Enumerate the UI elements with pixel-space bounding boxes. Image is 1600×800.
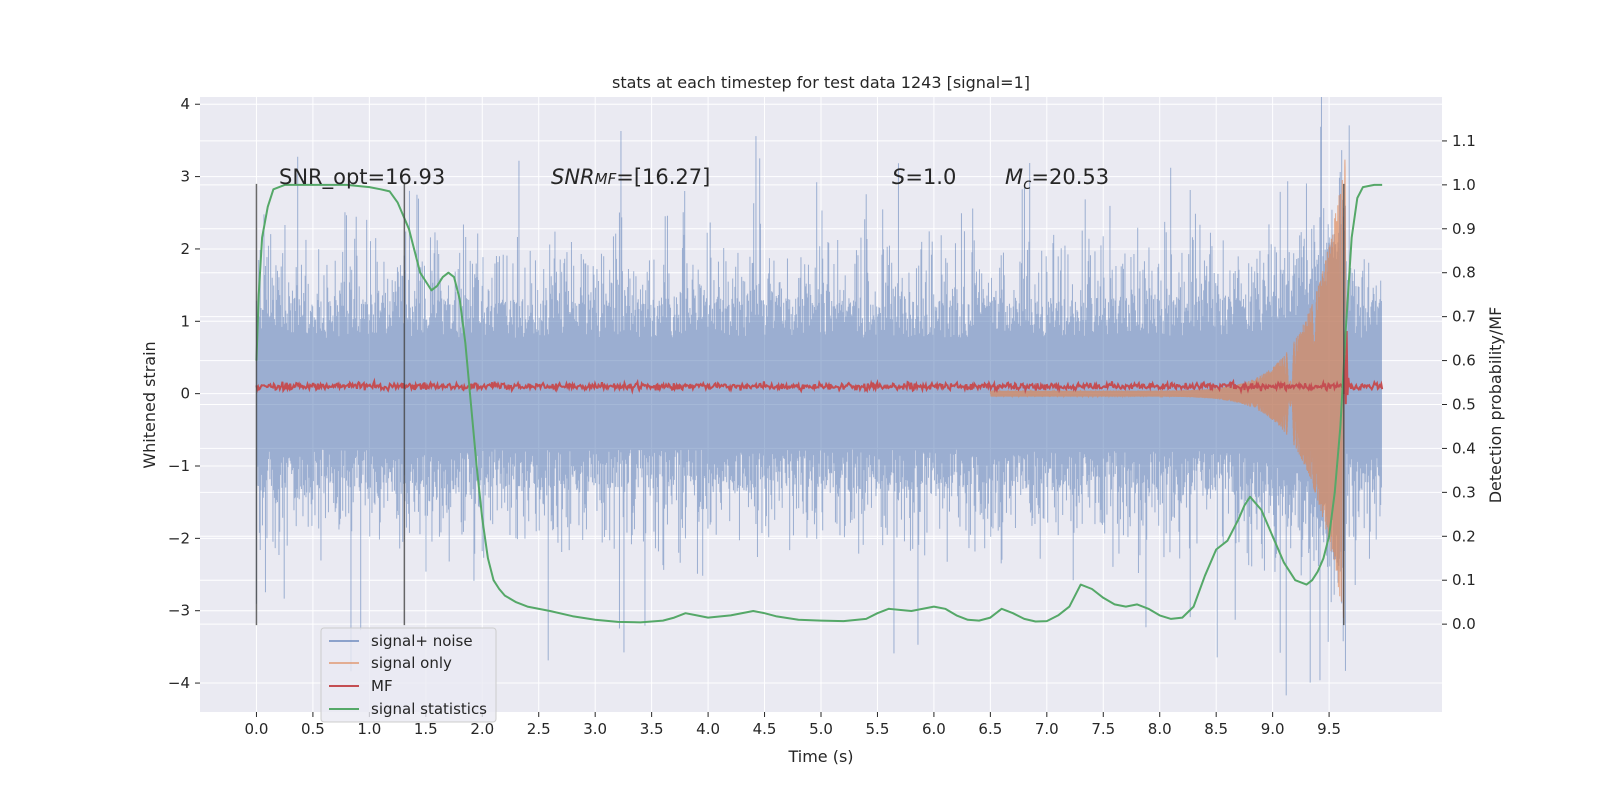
- y-right-tick-label: 0.0: [1452, 615, 1476, 633]
- legend: signal+ noise signal only MF signal stat…: [320, 627, 497, 723]
- x-tick-label: 2.5: [527, 720, 551, 738]
- annotation-snr-opt: SNR_opt=16.93: [279, 165, 445, 190]
- annotation-s-value: =1.0: [905, 165, 956, 189]
- x-tick-label: 7.0: [1035, 720, 1059, 738]
- legend-label-signal-only: signal only: [371, 654, 452, 672]
- series-mf: [255, 330, 1384, 405]
- x-tick-label: 5.0: [809, 720, 833, 738]
- vertical-markers: [255, 183, 1345, 626]
- y-axis-right-label: Detection probability/MF: [1486, 307, 1505, 504]
- y-right-tick-label: 0.5: [1452, 396, 1476, 414]
- x-tick-label: 7.5: [1091, 720, 1115, 738]
- x-axis-label: Time (s): [787, 747, 853, 766]
- x-tick-label: 8.0: [1148, 720, 1172, 738]
- annotation-s: S=1.0: [892, 165, 956, 189]
- x-tick-label: 0.0: [245, 720, 269, 738]
- y-right-tick-label: 0.6: [1452, 352, 1476, 370]
- y-right-tick-label: 0.3: [1452, 483, 1476, 501]
- y-tick-label: 3: [180, 168, 190, 186]
- y-tick-label: 2: [180, 240, 190, 258]
- tick-labels: 0.0 0.5 1.0 1.5 2.0 2.5 3.0 3.5 4.0 4.5 5.0 5.5 6.0 6…: [168, 95, 1476, 738]
- y-right-tick-label: 0.4: [1452, 439, 1476, 457]
- annotation-snr-mf: SNRMF=[16.27]: [551, 165, 710, 189]
- annotation-s-label: S: [892, 165, 905, 189]
- y-tick-label: −2: [168, 529, 190, 547]
- series-signal-statistics: [255, 183, 1383, 624]
- annotation-snr-mf-sub: MF: [595, 170, 617, 188]
- chart-title: stats at each timestep for test data 124…: [612, 73, 1030, 92]
- x-tick-label: 9.0: [1261, 720, 1285, 738]
- x-tick-label: 1.0: [357, 720, 381, 738]
- x-tick-label: 2.0: [470, 720, 494, 738]
- y-right-tick-label: 0.8: [1452, 264, 1476, 282]
- annotation-mc: Mc=20.53: [1005, 165, 1109, 193]
- legend-label-mf: MF: [371, 677, 393, 695]
- annotation-snr-mf-value: =[16.27]: [616, 165, 710, 189]
- annotation-mc-label: M: [1005, 165, 1023, 189]
- y-right-tick-label: 1.0: [1452, 176, 1476, 194]
- x-tick-label: 0.5: [301, 720, 325, 738]
- legend-label-signal-statistics: signal statistics: [371, 700, 487, 718]
- annotation-mc-sub: c: [1023, 175, 1032, 193]
- series-signal-only: [989, 159, 1347, 618]
- y-tick-label: −3: [168, 602, 190, 620]
- y-tick-label: 4: [180, 95, 190, 113]
- y-right-tick-label: 0.7: [1452, 308, 1476, 326]
- y-axis-label: Whitened strain: [140, 341, 159, 468]
- annotation-snr-mf-label: SNR: [551, 165, 595, 189]
- legend-box: [320, 627, 497, 723]
- x-tick-label: 6.5: [978, 720, 1002, 738]
- x-tick-label: 1.5: [414, 720, 438, 738]
- legend-label-signal-noise: signal+ noise: [371, 632, 473, 650]
- y-tick-label: −4: [168, 674, 190, 692]
- x-tick-label: 5.5: [866, 720, 890, 738]
- x-tick-label: 4.5: [753, 720, 777, 738]
- x-tick-label: 6.0: [922, 720, 946, 738]
- y-tick-label: −1: [168, 457, 190, 475]
- y-right-tick-label: 0.2: [1452, 527, 1476, 545]
- x-tick-label: 9.5: [1317, 720, 1341, 738]
- y-right-tick-label: 0.1: [1452, 571, 1476, 589]
- y-tick-label: 0: [180, 385, 190, 403]
- x-tick-label: 3.0: [583, 720, 607, 738]
- x-tick-label: 4.0: [696, 720, 720, 738]
- annotation-mc-value: =20.53: [1031, 165, 1109, 189]
- y-tick-label: 1: [180, 312, 190, 330]
- x-tick-label: 3.5: [640, 720, 664, 738]
- x-tick-label: 8.5: [1204, 720, 1228, 738]
- y-right-tick-label: 1.1: [1452, 132, 1476, 150]
- series-layer: [255, 97, 1384, 696]
- y-right-tick-label: 0.9: [1452, 220, 1476, 238]
